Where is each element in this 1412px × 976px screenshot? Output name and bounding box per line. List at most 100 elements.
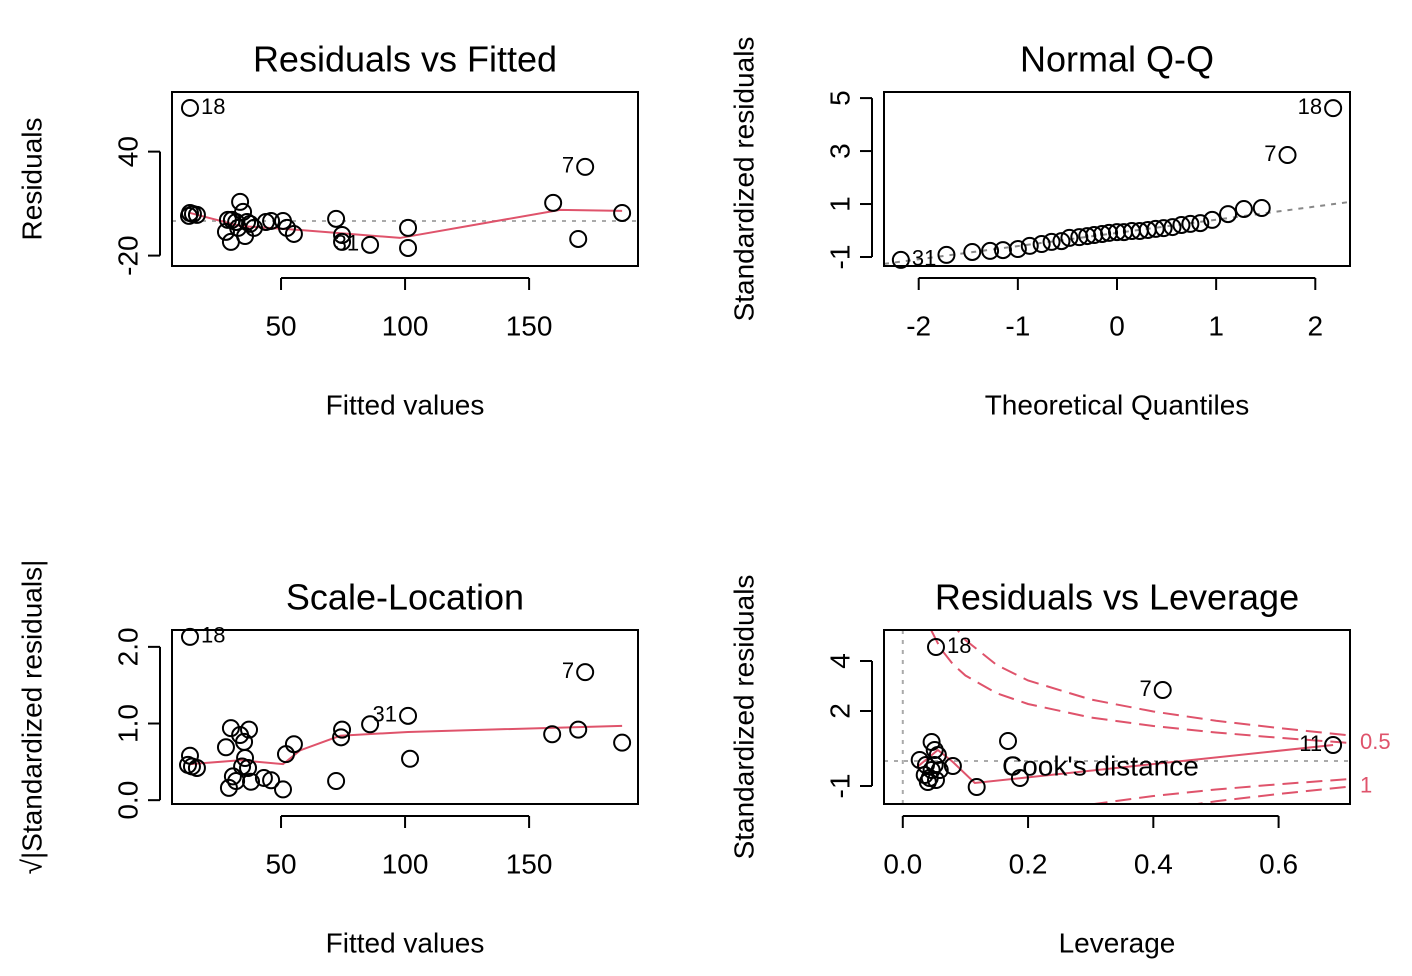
x-tick-label: 0.2: [1009, 848, 1048, 879]
point: [993, 241, 1012, 260]
point: [544, 193, 563, 212]
point: [262, 771, 281, 790]
point-label: 31: [335, 231, 359, 256]
y-tick-label: 2.0: [112, 627, 143, 666]
point: [179, 206, 198, 225]
point: [1100, 223, 1119, 242]
point: [333, 225, 352, 244]
y-tick-label: 1: [824, 196, 855, 212]
point: [223, 767, 242, 786]
point: [1146, 219, 1165, 238]
point: [399, 706, 418, 725]
point: [180, 627, 199, 646]
y-tick-label: 2: [824, 703, 855, 719]
point: [1008, 240, 1027, 259]
point: [613, 733, 632, 752]
point: [1172, 215, 1191, 234]
cook-contour: [1088, 778, 1350, 804]
point: [613, 203, 632, 222]
point-label: 18: [947, 633, 971, 658]
point: [1010, 769, 1029, 787]
point: [926, 638, 945, 656]
x-tick-label: 0.4: [1134, 848, 1173, 879]
point: [1181, 214, 1200, 233]
point: [233, 757, 252, 776]
x-tick-label: -1: [1005, 310, 1030, 341]
panel-title: Residuals vs Fitted: [253, 39, 557, 80]
point: [284, 735, 303, 754]
point-label: 18: [201, 94, 225, 119]
x-tick-label: -2: [906, 310, 931, 341]
point: [333, 232, 352, 251]
x-tick-label: 100: [382, 310, 429, 341]
panel-title: Scale-Location: [286, 577, 524, 618]
x-tick-label: 150: [506, 848, 553, 879]
x-tick-label: 0: [1109, 310, 1125, 341]
point: [327, 209, 346, 228]
x-tick-label: 0.6: [1259, 848, 1298, 879]
y-tick-label: 40: [112, 136, 143, 167]
point: [1153, 681, 1172, 699]
x-axis-label: Fitted values: [326, 389, 485, 420]
point: [236, 749, 255, 768]
point: [242, 772, 261, 791]
x-tick-label: 0.0: [883, 848, 922, 879]
x-tick-label: 100: [382, 848, 429, 879]
point: [1191, 214, 1210, 233]
y-axis-label: Standardized residuals: [728, 575, 759, 860]
x-axis-label: Fitted values: [326, 927, 485, 958]
point: [361, 235, 380, 254]
point: [576, 157, 595, 176]
point: [216, 738, 235, 757]
point: [327, 772, 346, 791]
point: [240, 720, 259, 739]
point: [1203, 210, 1222, 229]
point: [274, 780, 293, 799]
panel-title: Residuals vs Leverage: [935, 577, 1299, 618]
y-tick-label: 3: [824, 143, 855, 159]
x-tick-label: 50: [265, 310, 296, 341]
y-tick-label: 5: [824, 90, 855, 106]
y-tick-label: 4: [824, 653, 855, 669]
point: [1060, 228, 1079, 247]
x-tick-label: 1: [1208, 310, 1224, 341]
point: [918, 773, 937, 791]
point: [916, 756, 935, 774]
point-label: 18: [1298, 94, 1322, 119]
smooth-line: [189, 724, 623, 766]
point: [937, 245, 956, 264]
point: [1032, 235, 1051, 254]
plot-box: [171, 91, 639, 267]
point: [231, 192, 250, 211]
point: [926, 771, 945, 789]
point-label: 7: [562, 658, 574, 683]
y-axis-label: Standardized residuals: [728, 37, 759, 322]
point: [981, 241, 1000, 260]
plot-area: [189, 724, 623, 766]
y-axis-label: Residuals: [16, 118, 47, 241]
point: [925, 741, 944, 759]
panel-title: Normal Q-Q: [1020, 39, 1214, 80]
x-tick-label: 150: [506, 310, 553, 341]
point: [1154, 219, 1173, 238]
point: [180, 98, 199, 117]
point: [399, 218, 418, 237]
point: [1042, 232, 1061, 251]
y-tick-label: 1.0: [112, 704, 143, 743]
point: [1278, 146, 1297, 165]
contour-label: 1: [1360, 772, 1372, 797]
x-tick-label: 50: [265, 848, 296, 879]
y-axis-label: √|Standardized residuals|: [16, 560, 47, 875]
point-label: 11: [1299, 731, 1322, 756]
point: [332, 728, 351, 747]
point: [999, 732, 1018, 750]
x-axis-label: Leverage: [1059, 927, 1176, 958]
point-label: 31: [912, 246, 936, 271]
point: [576, 663, 595, 682]
plot-box: [171, 629, 639, 805]
point: [276, 745, 295, 764]
point: [187, 758, 206, 777]
point: [922, 761, 941, 779]
point: [187, 205, 206, 224]
